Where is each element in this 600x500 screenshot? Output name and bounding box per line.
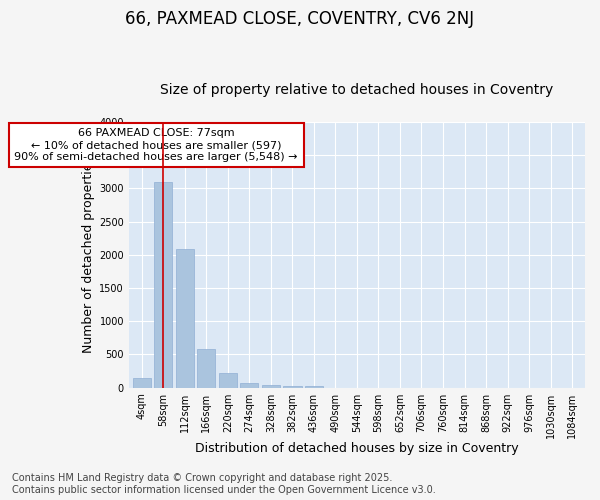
Bar [218,373,237,388]
Bar [176,250,194,388]
X-axis label: Distribution of detached houses by size in Coventry: Distribution of detached houses by size … [195,442,519,455]
Bar [262,385,280,388]
Text: Contains HM Land Registry data © Crown copyright and database right 2025.
Contai: Contains HM Land Registry data © Crown c… [12,474,436,495]
Title: Size of property relative to detached houses in Coventry: Size of property relative to detached ho… [160,83,554,97]
Bar [154,182,172,388]
Text: 66, PAXMEAD CLOSE, COVENTRY, CV6 2NJ: 66, PAXMEAD CLOSE, COVENTRY, CV6 2NJ [125,10,475,28]
Bar [197,349,215,388]
Text: 66 PAXMEAD CLOSE: 77sqm
← 10% of detached houses are smaller (597)
90% of semi-d: 66 PAXMEAD CLOSE: 77sqm ← 10% of detache… [14,128,298,162]
Y-axis label: Number of detached properties: Number of detached properties [82,156,95,353]
Bar [240,384,259,388]
Bar [305,386,323,388]
Bar [283,386,302,388]
Bar [133,378,151,388]
